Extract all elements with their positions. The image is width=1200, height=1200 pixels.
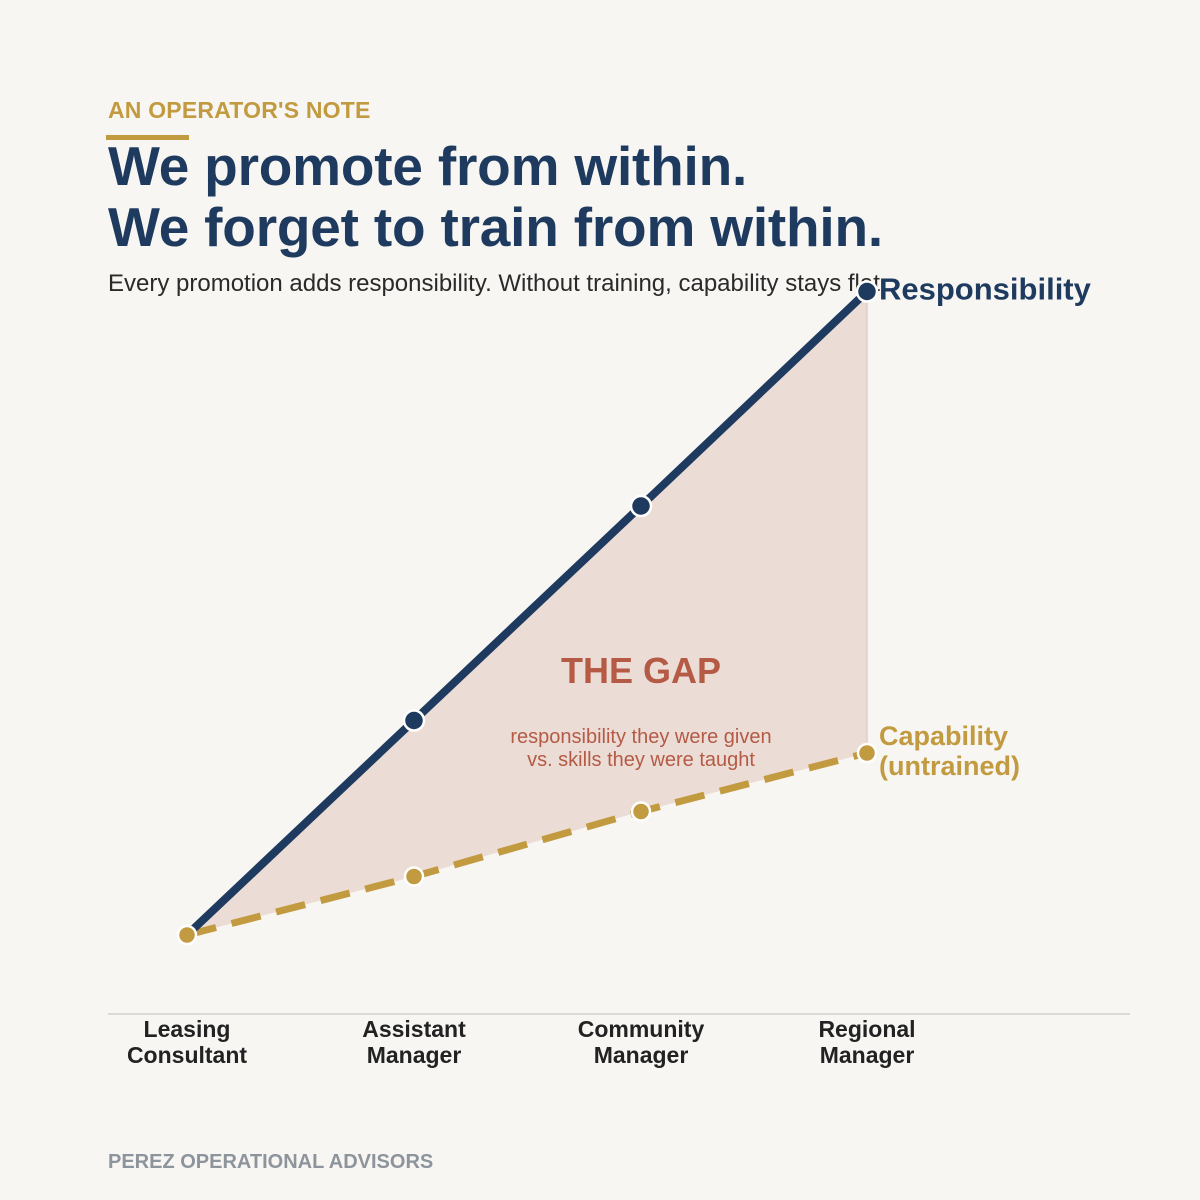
page-title: We promote from within. We forget to tra… (108, 136, 883, 258)
series-line-capability (186, 749, 868, 939)
x-tick-label: Regional Manager (818, 1016, 915, 1068)
origin-point (176, 924, 198, 946)
gap-caption-line-1: responsibility they were given (510, 726, 771, 748)
x-tick-label: Assistant Manager (362, 1016, 466, 1068)
capability-point (856, 742, 878, 764)
x-tick-label: Leasing Consultant (127, 1016, 247, 1068)
responsibility-point (629, 494, 653, 518)
series-line-responsibility (184, 288, 870, 938)
title-line-1: We promote from within. (108, 135, 748, 197)
responsibility-point (402, 709, 426, 732)
eyebrow-label: AN OPERATOR'S NOTE (108, 97, 371, 123)
series-label-responsibility: Responsibility (879, 272, 1092, 307)
capability-point (403, 866, 425, 887)
footer-brand: PEREZ OPERATIONAL ADVISORS (108, 1151, 434, 1173)
title-line-2: We forget to train from within. (108, 196, 883, 258)
gap-caption-line-2: vs. skills they were taught (527, 749, 755, 771)
x-tick-label: Community Manager (578, 1016, 705, 1068)
gap-title: THE GAP (561, 650, 721, 691)
series-label-capability: Capability (untrained) (879, 721, 1020, 781)
capability-point (630, 801, 652, 822)
responsibility-point (855, 280, 879, 303)
eyebrow-accent-rule (106, 135, 189, 140)
gap-area (187, 291, 867, 935)
page-subtitle: Every promotion adds responsibility. Wit… (108, 270, 887, 297)
